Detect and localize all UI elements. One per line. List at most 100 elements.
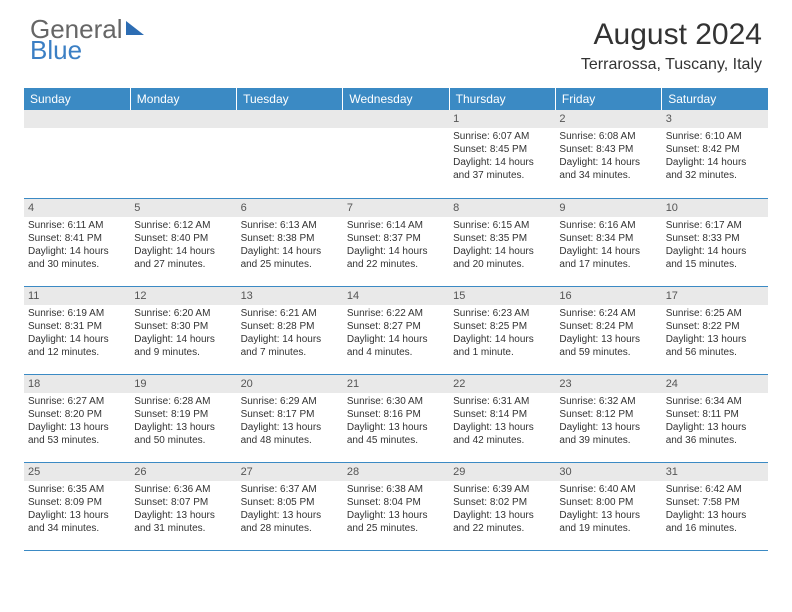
day-details: Sunrise: 6:30 AMSunset: 8:16 PMDaylight:… [343,393,449,449]
day-detail-line: and 9 minutes. [134,346,232,359]
calendar-day-cell [237,110,343,198]
day-detail-line: and 32 minutes. [666,169,764,182]
day-detail-line: Daylight: 14 hours [559,156,657,169]
day-detail-line: Sunset: 8:05 PM [241,496,339,509]
day-detail-line: and 53 minutes. [28,434,126,447]
month-title: August 2024 [581,18,762,52]
day-number: 14 [343,287,449,305]
day-detail-line: Sunset: 8:14 PM [453,408,551,421]
day-details: Sunrise: 6:15 AMSunset: 8:35 PMDaylight:… [449,217,555,273]
day-details: Sunrise: 6:39 AMSunset: 8:02 PMDaylight:… [449,481,555,537]
day-number: 26 [130,463,236,481]
day-detail-line: Sunrise: 6:32 AM [559,395,657,408]
calendar-day-cell: 16Sunrise: 6:24 AMSunset: 8:24 PMDayligh… [555,286,661,374]
day-detail-line: Sunrise: 6:34 AM [666,395,764,408]
day-details: Sunrise: 6:11 AMSunset: 8:41 PMDaylight:… [24,217,130,273]
day-detail-line: Sunrise: 6:11 AM [28,219,126,232]
day-detail-line: Sunset: 8:33 PM [666,232,764,245]
day-detail-line: and 45 minutes. [347,434,445,447]
calendar-day-cell: 31Sunrise: 6:42 AMSunset: 7:58 PMDayligh… [662,462,768,550]
day-number: 30 [555,463,661,481]
day-number: 8 [449,199,555,217]
calendar-day-cell: 13Sunrise: 6:21 AMSunset: 8:28 PMDayligh… [237,286,343,374]
weekday-header: Saturday [662,88,768,110]
weekday-header: Sunday [24,88,130,110]
calendar-week-row: 25Sunrise: 6:35 AMSunset: 8:09 PMDayligh… [24,462,768,550]
day-details: Sunrise: 6:36 AMSunset: 8:07 PMDaylight:… [130,481,236,537]
day-detail-line: Sunset: 8:43 PM [559,143,657,156]
day-detail-line: Sunrise: 6:30 AM [347,395,445,408]
day-detail-line: Daylight: 13 hours [559,333,657,346]
day-detail-line: and 28 minutes. [241,522,339,535]
day-details [130,128,236,132]
day-detail-line: Daylight: 14 hours [28,245,126,258]
day-detail-line: Daylight: 13 hours [241,509,339,522]
weekday-header: Monday [130,88,236,110]
day-detail-line: Sunset: 8:20 PM [28,408,126,421]
day-detail-line: Sunset: 8:27 PM [347,320,445,333]
day-detail-line: Daylight: 14 hours [134,245,232,258]
day-number: 28 [343,463,449,481]
day-detail-line: Sunrise: 6:21 AM [241,307,339,320]
day-number: 17 [662,287,768,305]
day-details: Sunrise: 6:12 AMSunset: 8:40 PMDaylight:… [130,217,236,273]
day-number: 27 [237,463,343,481]
day-number: 3 [662,110,768,128]
day-detail-line: Sunset: 8:02 PM [453,496,551,509]
day-detail-line: Sunrise: 6:12 AM [134,219,232,232]
calendar-day-cell: 1Sunrise: 6:07 AMSunset: 8:45 PMDaylight… [449,110,555,198]
page-header: GeneralBlue August 2024 Terrarossa, Tusc… [0,0,792,80]
weekday-header: Friday [555,88,661,110]
day-details: Sunrise: 6:38 AMSunset: 8:04 PMDaylight:… [343,481,449,537]
day-number: 18 [24,375,130,393]
day-detail-line: Sunset: 8:00 PM [559,496,657,509]
day-detail-line: Sunrise: 6:36 AM [134,483,232,496]
day-detail-line: Sunrise: 6:23 AM [453,307,551,320]
calendar-day-cell: 12Sunrise: 6:20 AMSunset: 8:30 PMDayligh… [130,286,236,374]
day-number: 5 [130,199,236,217]
day-number: 2 [555,110,661,128]
day-detail-line: Daylight: 14 hours [347,333,445,346]
day-detail-line: Daylight: 14 hours [453,156,551,169]
day-details: Sunrise: 6:23 AMSunset: 8:25 PMDaylight:… [449,305,555,361]
day-number: 1 [449,110,555,128]
calendar-day-cell: 29Sunrise: 6:39 AMSunset: 8:02 PMDayligh… [449,462,555,550]
day-details: Sunrise: 6:32 AMSunset: 8:12 PMDaylight:… [555,393,661,449]
calendar-day-cell: 15Sunrise: 6:23 AMSunset: 8:25 PMDayligh… [449,286,555,374]
day-detail-line: Sunrise: 6:19 AM [28,307,126,320]
title-block: August 2024 Terrarossa, Tuscany, Italy [581,18,762,74]
day-detail-line: and 37 minutes. [453,169,551,182]
day-detail-line: Sunrise: 6:22 AM [347,307,445,320]
day-number: 13 [237,287,343,305]
calendar-day-cell [343,110,449,198]
day-number: 9 [555,199,661,217]
calendar-day-cell: 17Sunrise: 6:25 AMSunset: 8:22 PMDayligh… [662,286,768,374]
day-number: 25 [24,463,130,481]
day-detail-line: and 25 minutes. [347,522,445,535]
day-detail-line: and 50 minutes. [134,434,232,447]
day-detail-line: Daylight: 14 hours [347,245,445,258]
day-detail-line: Sunset: 7:58 PM [666,496,764,509]
day-detail-line: and 48 minutes. [241,434,339,447]
day-detail-line: Daylight: 14 hours [241,245,339,258]
day-detail-line: Daylight: 13 hours [559,509,657,522]
calendar-day-cell: 7Sunrise: 6:14 AMSunset: 8:37 PMDaylight… [343,198,449,286]
day-detail-line: Daylight: 13 hours [28,509,126,522]
calendar-table: SundayMondayTuesdayWednesdayThursdayFrid… [24,88,768,551]
day-detail-line: and 27 minutes. [134,258,232,271]
logo: GeneralBlue [30,18,144,63]
day-detail-line: Sunrise: 6:07 AM [453,130,551,143]
day-detail-line: Sunset: 8:37 PM [347,232,445,245]
day-detail-line: Daylight: 14 hours [559,245,657,258]
day-details: Sunrise: 6:29 AMSunset: 8:17 PMDaylight:… [237,393,343,449]
day-detail-line: and 19 minutes. [559,522,657,535]
day-detail-line: Sunrise: 6:38 AM [347,483,445,496]
day-detail-line: and 22 minutes. [347,258,445,271]
day-details [343,128,449,132]
day-detail-line: Sunrise: 6:35 AM [28,483,126,496]
day-number: 22 [449,375,555,393]
day-detail-line: Sunset: 8:11 PM [666,408,764,421]
day-detail-line: and 7 minutes. [241,346,339,359]
day-number [24,110,130,128]
day-detail-line: Sunrise: 6:42 AM [666,483,764,496]
